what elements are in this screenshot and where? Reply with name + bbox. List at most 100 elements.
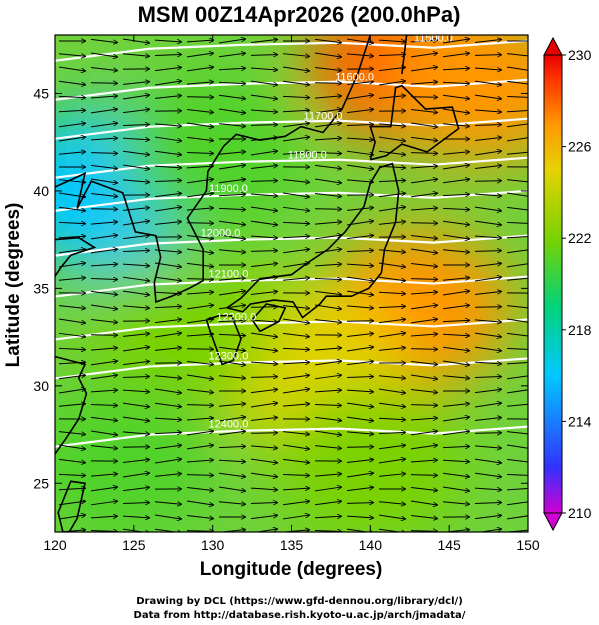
- streamline-arrow: [442, 291, 469, 296]
- temperature-patch-8: [275, 383, 466, 532]
- streamline-arrow: [506, 347, 528, 350]
- streamline-arrow: [378, 292, 405, 294]
- streamline-arrow: [218, 346, 245, 350]
- streamline-arrow: [218, 291, 245, 296]
- streamline-arrow: [282, 318, 309, 323]
- streamline-arrow: [346, 276, 373, 281]
- streamline-arrow: [250, 251, 277, 252]
- streamline-arrow: [474, 251, 501, 252]
- streamline-arrow: [282, 278, 309, 281]
- streamline-arrow: [282, 53, 309, 57]
- streamline-arrow: [154, 402, 181, 407]
- streamline-arrow: [122, 95, 149, 100]
- streamline-arrow: [506, 192, 528, 197]
- streamline-arrow: [122, 473, 149, 478]
- streamline-arrow: [314, 138, 341, 140]
- contour-label-9: 12400.0: [209, 419, 249, 431]
- streamline-arrow: [90, 319, 117, 323]
- streamline-arrow: [218, 486, 245, 491]
- streamline-arrow: [314, 390, 341, 392]
- streamline-arrow: [378, 514, 405, 519]
- contour-label-6: 12100.0: [209, 269, 249, 281]
- streamline-arrow: [250, 263, 277, 268]
- contour-label-1: 11600.0: [335, 72, 374, 84]
- streamline-arrow: [442, 108, 469, 113]
- streamline-arrow: [250, 362, 277, 364]
- streamline-arrow: [378, 136, 405, 141]
- streamline-arrow: [218, 460, 245, 461]
- streamline-arrow: [378, 67, 405, 72]
- streamline-arrow: [250, 433, 277, 434]
- streamline-arrow: [90, 96, 117, 98]
- x-tick-label: 125: [122, 537, 146, 553]
- streamline-arrow: [186, 262, 213, 266]
- streamline-arrow: [90, 290, 117, 294]
- streamline-arrow: [58, 123, 85, 128]
- streamline-arrow: [250, 446, 277, 448]
- streamline-arrow: [410, 418, 437, 420]
- contour-line-5: [55, 234, 528, 257]
- streamline-arrow: [58, 488, 85, 490]
- streamline-arrow: [122, 390, 149, 392]
- streamline-arrow: [154, 514, 181, 519]
- streamline-arrow: [282, 362, 309, 364]
- streamline-arrow: [442, 431, 469, 436]
- streamline-arrow: [250, 418, 277, 421]
- streamline-arrow: [250, 125, 277, 126]
- streamline-arrow: [346, 361, 373, 366]
- x-tick-label: 150: [516, 537, 540, 553]
- streamline-arrow: [218, 446, 245, 447]
- streamline-arrow: [218, 334, 245, 335]
- streamline-arrow: [186, 486, 213, 490]
- streamline-arrow: [442, 208, 469, 209]
- streamline-arrow: [410, 153, 437, 154]
- colorbar-tick-label: 210: [568, 505, 592, 521]
- streamline-arrow: [442, 53, 469, 58]
- streamline-arrow: [410, 223, 437, 224]
- streamline-arrow: [186, 53, 213, 58]
- streamline-arrow: [218, 320, 245, 321]
- streamline-arrow: [58, 501, 85, 506]
- streamline-arrow: [346, 460, 373, 463]
- streamline-arrow: [506, 375, 528, 380]
- streamline-arrow: [378, 501, 405, 505]
- streamline-arrow: [218, 360, 245, 365]
- streamline-arrow: [250, 277, 277, 282]
- streamline-arrow: [250, 291, 277, 295]
- streamline-arrow: [58, 179, 85, 183]
- streamline-arrow: [378, 432, 405, 433]
- streamline-arrow: [250, 181, 277, 182]
- temperature-patch-7: [55, 383, 214, 532]
- contour-label-8: 12300.0: [209, 350, 249, 362]
- streamline-arrow: [250, 137, 277, 142]
- streamline-arrow: [218, 375, 245, 379]
- streamline-arrow: [506, 473, 528, 476]
- colorbar-bar: [543, 54, 563, 514]
- streamline-arrow: [122, 138, 149, 140]
- streamline-arrow: [282, 515, 309, 520]
- streamline-arrow: [122, 306, 149, 308]
- streamline-arrow: [506, 487, 528, 491]
- streamline-arrow: [250, 346, 277, 351]
- streamline-arrow: [410, 334, 437, 336]
- streamline-arrow: [90, 178, 117, 183]
- streamline-arrow: [442, 68, 469, 69]
- streamline-arrow: [314, 361, 341, 366]
- streamline-arrow: [58, 110, 85, 111]
- streamline-arrow: [58, 318, 85, 323]
- streamline-arrow: [154, 150, 181, 155]
- streamline-arrow: [410, 431, 437, 436]
- streamline-arrow: [410, 531, 437, 532]
- streamline-arrow: [90, 375, 117, 380]
- streamline-arrow: [154, 166, 181, 168]
- streamline-arrow: [314, 445, 341, 449]
- streamline-arrow: [186, 122, 213, 127]
- streamline-arrow: [218, 165, 245, 170]
- streamline-arrow: [314, 52, 341, 57]
- streamline-arrow: [410, 305, 437, 310]
- streamline-arrow: [122, 124, 149, 125]
- streamline-arrow: [154, 375, 181, 378]
- streamline-arrow: [58, 96, 85, 97]
- streamline-arrow: [314, 530, 341, 532]
